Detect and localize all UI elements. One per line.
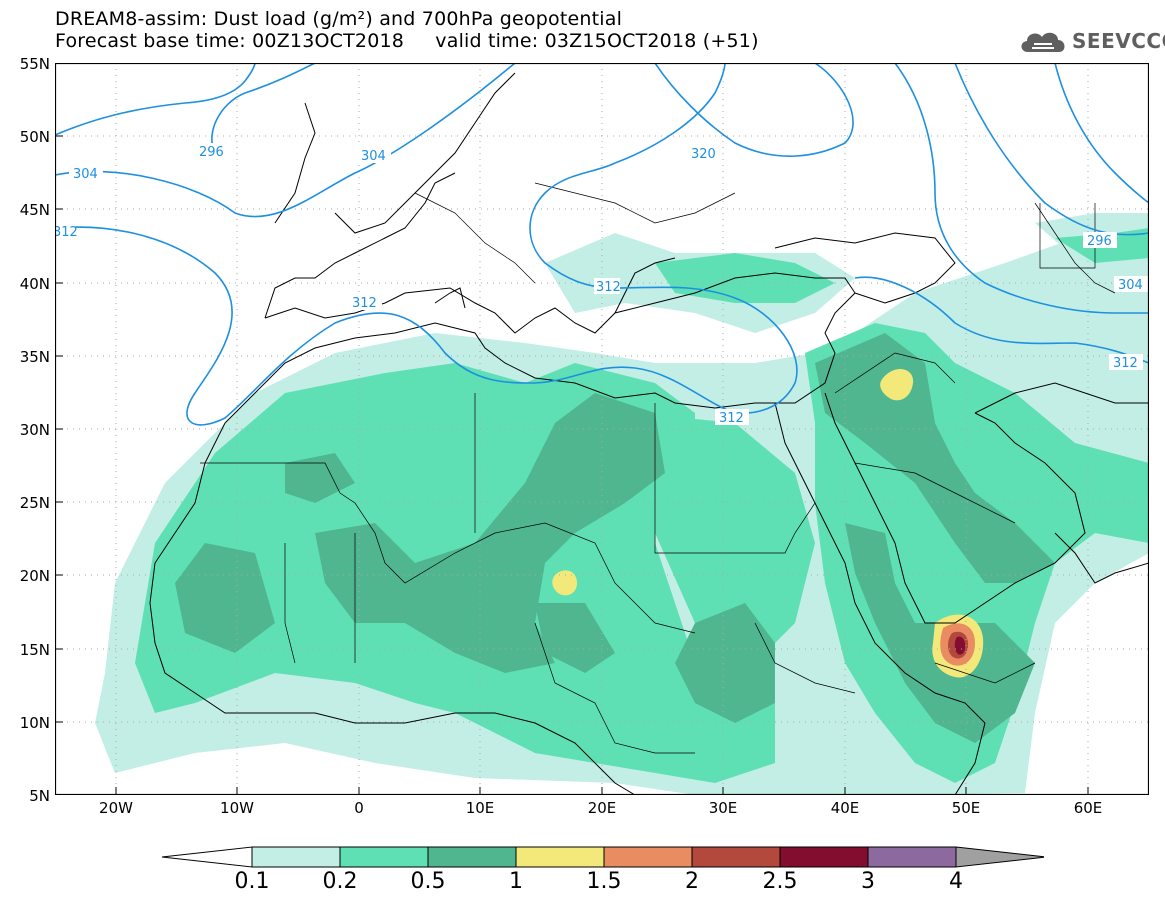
lon-label: 10E [465,799,495,817]
lat-label: 45N [19,201,50,219]
contour-label: 304 [73,167,98,182]
axis-ticks [55,135,1089,795]
lat-label: 35N [19,348,50,366]
lat-label: 25N [19,494,50,512]
lon-label: 20E [587,799,617,817]
contour-label: 312 [596,280,621,295]
lat-label: 15N [19,641,50,659]
contour-label: 296 [1087,234,1112,249]
legend-tick-label: 0.5 [410,869,446,894]
lat-label: 40N [19,275,50,293]
legend-tick-label: 0.2 [322,869,358,894]
lat-label: 5N [29,787,50,805]
legend-tick-label: 0.1 [234,869,270,894]
legend-color-box [867,846,957,868]
legend-tick-label: 3 [861,869,875,894]
map-panel: 296 304 304 312 320 312 312 312 296 304 [55,63,1149,795]
contour-label: 312 [719,411,744,426]
lon-label: 50E [951,799,981,817]
lon-label: 20W [99,799,133,817]
map-title: DREAM8-assim: Dust load (g/m²) and 700hP… [55,8,623,30]
forecast-time-line: Forecast base time: 00Z13OCT2018 valid t… [55,30,759,52]
contour-labels: 296 304 304 312 320 312 312 312 296 304 [55,143,1148,426]
contour-label: 312 [1113,356,1138,371]
legend-color-box [515,846,605,868]
legend-color-box [603,846,693,868]
lon-label: 0 [354,799,364,817]
legend-tick-label: 4 [949,869,963,894]
legend-color-box [427,846,517,868]
graticule [55,63,1149,795]
legend-tick-label: 1 [509,869,523,894]
lon-label: 10W [220,799,254,817]
cloud-icon [1021,32,1065,52]
lat-label: 50N [19,128,50,146]
coastlines [149,72,1149,795]
lat-label: 10N [19,714,50,732]
legend-boxes [161,846,1044,868]
seevccc-logo: SEEVCCC [1018,24,1165,58]
geopotential-contours [55,63,1149,426]
lat-label: 55N [19,55,50,73]
contour-label: 304 [361,149,386,164]
lat-label: 30N [19,421,50,439]
legend-color-box [251,846,341,868]
lon-label: 30E [708,799,738,817]
title-block: DREAM8-assim: Dust load (g/m²) and 700hP… [55,8,759,52]
dust-map: 296 304 304 312 320 312 312 312 296 304 [55,63,1149,795]
contour-label: 296 [199,145,224,160]
color-legend [161,846,1044,868]
legend-tick-label: 2 [685,869,699,894]
legend-color-box [691,846,781,868]
country-borders [200,182,1116,754]
lon-label: 60E [1073,799,1103,817]
lon-label: 40E [830,799,860,817]
legend-tick-label: 2.5 [762,869,798,894]
contour-label: 312 [352,296,377,311]
contour-label: 304 [1118,278,1143,293]
legend-over-triangle [955,846,1044,868]
legend-tick-label: 1.5 [586,869,622,894]
legend-color-box [779,846,869,868]
dust-level-2-5 [954,636,966,655]
legend-under-triangle [161,846,253,868]
logo-text: SEEVCCC [1072,29,1165,53]
lat-label: 20N [19,567,50,585]
contour-label: 312 [55,225,78,240]
contour-label: 320 [691,147,716,162]
legend-color-box [339,846,429,868]
